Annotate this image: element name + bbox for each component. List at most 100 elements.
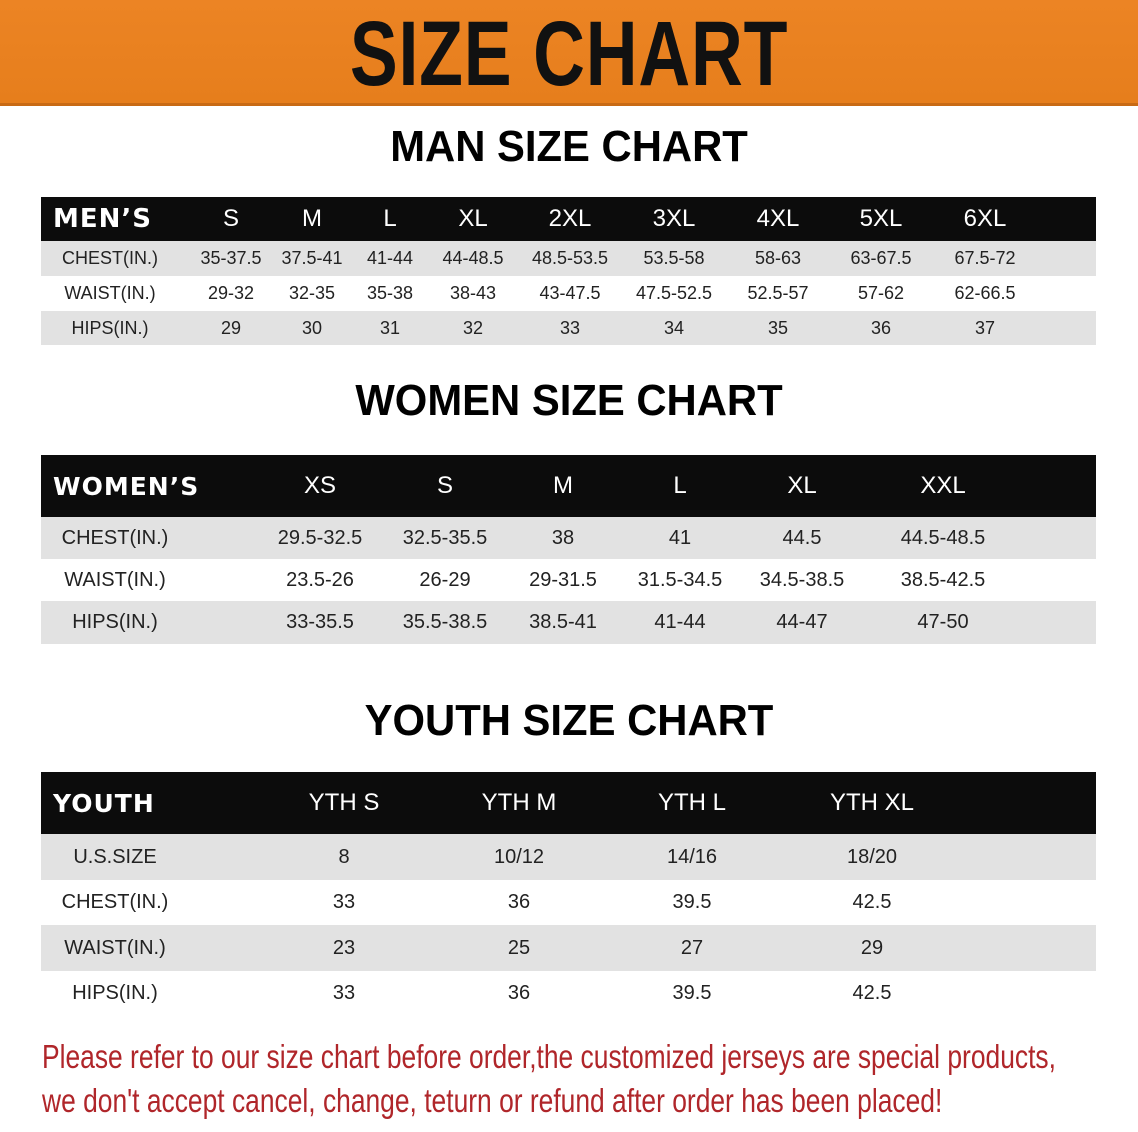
table-cell: 47-50 bbox=[917, 611, 969, 633]
table-row: HIPS(IN.) 33 36 39.5 42.5 bbox=[41, 971, 1096, 1016]
size-header: YTH L bbox=[657, 789, 726, 816]
table-cell: 23.5-26 bbox=[286, 568, 354, 591]
row-label: HIPS(IN.) bbox=[72, 611, 158, 633]
table-cell: 42.5 bbox=[852, 982, 892, 1004]
table-row: CHEST(IN.) 35-37.5 37.5-41 41-44 44-48.5 48.5… bbox=[41, 241, 1096, 276]
table-cell: 14/16 bbox=[666, 845, 718, 868]
table-cell: 36 bbox=[507, 982, 531, 1004]
table-cell: 38.5-42.5 bbox=[900, 568, 986, 591]
table-cell: 33-35.5 bbox=[286, 611, 354, 633]
table-cell: 67.5-72 bbox=[954, 248, 1016, 268]
row-label: U.S.SIZE bbox=[73, 845, 157, 868]
table-cell: 43-47.5 bbox=[539, 283, 601, 303]
size-header: M bbox=[302, 205, 322, 232]
women-header-row: WOMEN’S XS S M L XL XXL bbox=[41, 455, 1096, 517]
table-cell: 35 bbox=[767, 317, 789, 338]
table-cell: 36 bbox=[507, 891, 531, 913]
table-cell: 44-48.5 bbox=[442, 248, 504, 268]
table-row: CHEST(IN.) 29.5-32.5 32.5-35.5 38 41 44.5 44.5… bbox=[41, 517, 1096, 559]
table-cell: 33 bbox=[332, 891, 356, 913]
table-cell: 44.5 bbox=[782, 526, 822, 549]
size-header: 5XL bbox=[859, 205, 903, 232]
youth-section-title: YOUTH SIZE CHART bbox=[364, 696, 774, 745]
table-cell: 29 bbox=[860, 936, 884, 959]
table-cell: 8 bbox=[338, 845, 350, 868]
header-label: WOMEN’S bbox=[53, 471, 200, 501]
table-row: WAIST(IN.) 23 25 27 29 bbox=[41, 925, 1096, 971]
table-row: HIPS(IN.) 29 30 31 32 33 34 35 36 37 bbox=[41, 311, 1096, 345]
table-row: WAIST(IN.) 29-32 32-35 35-38 38-43 43-47.5 47.… bbox=[41, 276, 1096, 311]
table-row: HIPS(IN.) 33-35.5 35.5-38.5 38.5-41 41-44 44-… bbox=[41, 601, 1096, 644]
notice-line-1: Please refer to our size chart before or… bbox=[42, 1038, 1056, 1075]
banner-title: SIZE CHART bbox=[349, 3, 789, 105]
table-cell: 53.5-58 bbox=[643, 248, 705, 268]
size-header: L bbox=[673, 472, 687, 499]
table-cell: 31.5-34.5 bbox=[637, 568, 723, 591]
youth-size-table: YOUTH YTH S YTH M YTH L YTH XL U.S.SIZE 8 10/12… bbox=[41, 772, 1096, 1016]
size-header: YTH M bbox=[481, 789, 557, 816]
men-header-row: MEN’S S M L XL 2XL 3XL 4XL 5XL 6XL bbox=[41, 197, 1096, 241]
size-header: YTH S bbox=[308, 789, 380, 816]
table-cell: 32.5-35.5 bbox=[402, 526, 488, 549]
size-header: M bbox=[553, 472, 573, 499]
size-header: 6XL bbox=[963, 205, 1007, 232]
table-row: CHEST(IN.) 33 36 39.5 42.5 bbox=[41, 880, 1096, 925]
table-cell: 44-47 bbox=[776, 611, 828, 633]
table-cell: 23 bbox=[332, 936, 356, 959]
table-cell: 29-32 bbox=[207, 283, 255, 303]
size-header: L bbox=[383, 205, 397, 232]
size-header: YTH XL bbox=[829, 789, 915, 816]
size-header: XXL bbox=[920, 472, 966, 499]
table-cell: 35.5-38.5 bbox=[402, 611, 488, 633]
table-cell: 18/20 bbox=[846, 845, 898, 868]
size-header: 2XL bbox=[548, 205, 592, 232]
table-cell: 30 bbox=[301, 317, 323, 338]
size-header: XL bbox=[458, 205, 488, 232]
table-cell: 38 bbox=[551, 526, 575, 549]
size-header: 3XL bbox=[652, 205, 696, 232]
table-cell: 35-37.5 bbox=[200, 248, 262, 268]
row-label: HIPS(IN.) bbox=[72, 982, 158, 1004]
header-label: YOUTH bbox=[53, 788, 155, 818]
table-cell: 36 bbox=[870, 317, 892, 338]
table-cell: 62-66.5 bbox=[954, 283, 1016, 303]
row-label: WAIST(IN.) bbox=[64, 283, 156, 303]
notice-line-2: we don't accept cancel, change, teturn o… bbox=[42, 1082, 943, 1119]
table-cell: 29-31.5 bbox=[529, 568, 597, 591]
row-label: HIPS(IN.) bbox=[71, 317, 149, 338]
men-size-table: MEN’S S M L XL 2XL 3XL 4XL 5XL 6XL CHEST(IN.) 35-37… bbox=[41, 197, 1096, 345]
table-cell: 41-44 bbox=[366, 248, 414, 268]
table-cell: 44.5-48.5 bbox=[900, 526, 986, 549]
table-cell: 38.5-41 bbox=[529, 611, 597, 633]
table-cell: 41 bbox=[668, 526, 692, 549]
row-label: WAIST(IN.) bbox=[64, 936, 166, 959]
table-cell: 31 bbox=[379, 317, 401, 338]
table-cell: 10/12 bbox=[493, 845, 545, 868]
row-label: WAIST(IN.) bbox=[64, 568, 166, 591]
table-cell: 29.5-32.5 bbox=[277, 526, 363, 549]
header-label: MEN’S bbox=[53, 204, 152, 234]
size-header: XS bbox=[303, 472, 336, 499]
men-section-title: MAN SIZE CHART bbox=[390, 122, 748, 171]
table-cell: 42.5 bbox=[852, 891, 892, 913]
size-header: 4XL bbox=[756, 205, 800, 232]
table-cell: 37.5-41 bbox=[281, 248, 343, 268]
table-cell: 34 bbox=[663, 317, 685, 338]
size-header: S bbox=[222, 205, 239, 232]
table-cell: 35-38 bbox=[366, 283, 414, 303]
women-size-table: WOMEN’S XS S M L XL XXL CHEST(IN.) 29.5-32.5 32.5… bbox=[41, 455, 1096, 644]
table-row: WAIST(IN.) 23.5-26 26-29 29-31.5 31.5-34.5 34… bbox=[41, 559, 1096, 601]
table-cell: 41-44 bbox=[654, 611, 706, 633]
table-cell: 38-43 bbox=[449, 283, 497, 303]
table-cell: 58-63 bbox=[754, 248, 802, 268]
table-cell: 25 bbox=[507, 936, 531, 959]
table-cell: 34.5-38.5 bbox=[759, 568, 845, 591]
table-cell: 47.5-52.5 bbox=[635, 283, 713, 303]
row-label: CHEST(IN.) bbox=[61, 891, 169, 913]
size-header: S bbox=[436, 472, 453, 499]
table-cell: 33 bbox=[332, 982, 356, 1004]
table-row: U.S.SIZE 8 10/12 14/16 18/20 bbox=[41, 834, 1096, 880]
banner: SIZE CHART bbox=[0, 0, 1138, 106]
table-cell: 39.5 bbox=[672, 891, 712, 913]
table-cell: 29 bbox=[220, 317, 242, 338]
